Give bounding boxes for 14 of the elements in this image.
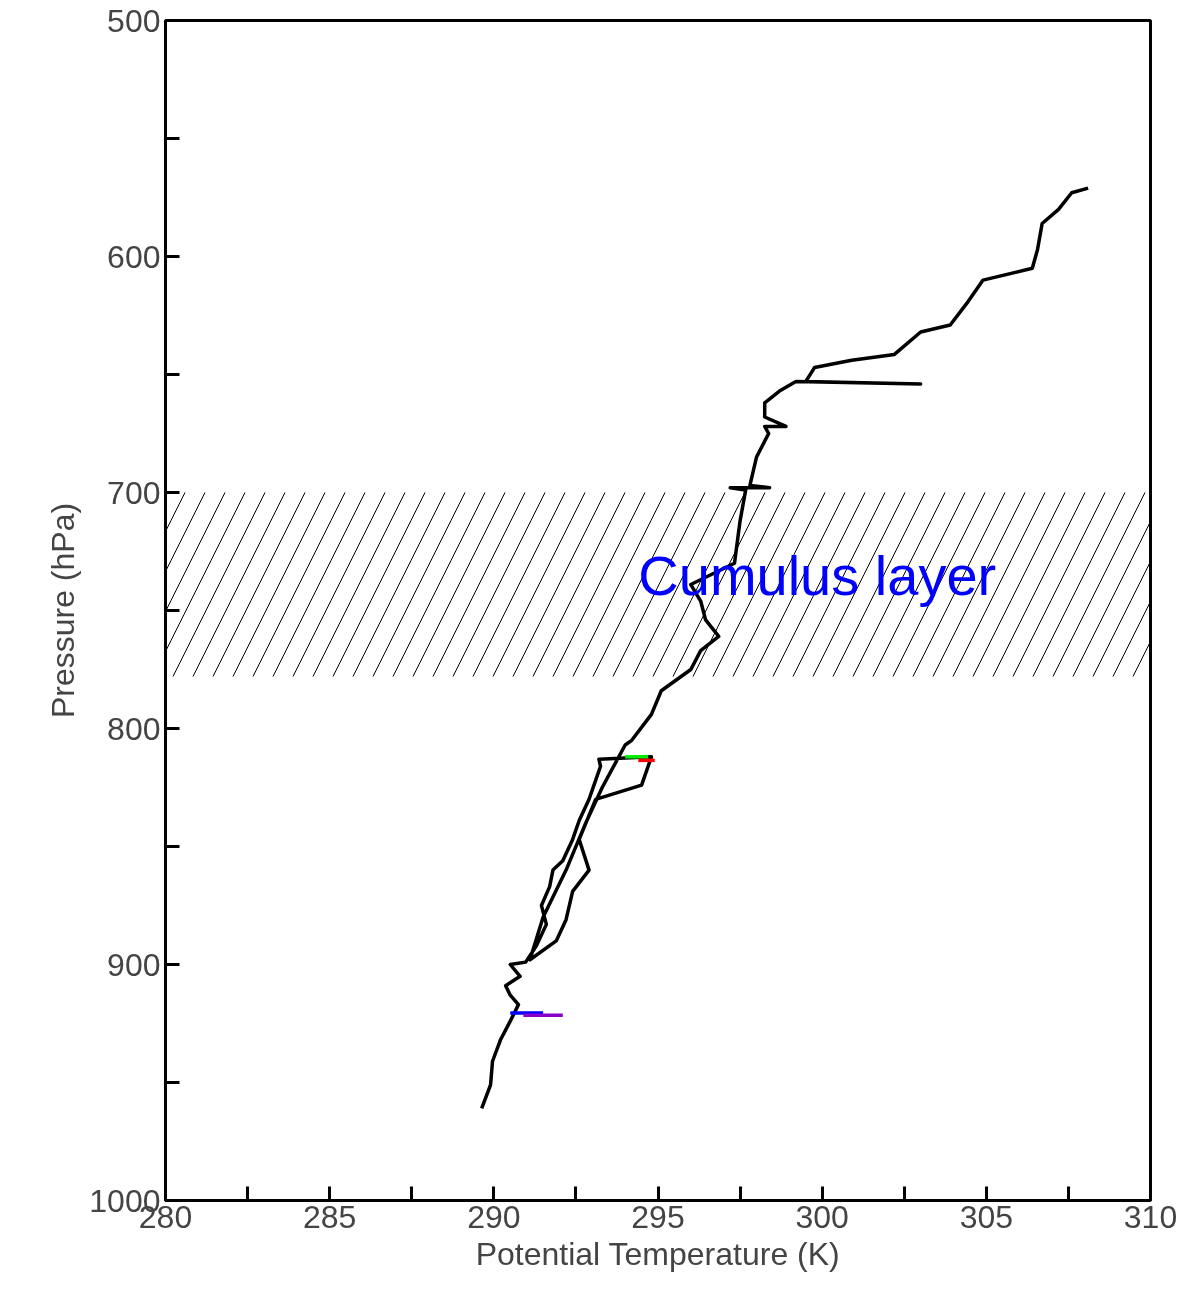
y-tick-label: 500 (107, 2, 161, 39)
y-tick-label: 700 (107, 474, 161, 511)
y-axis-title: Pressure (hPa) (45, 502, 82, 719)
x-tick-label: 285 (302, 1198, 357, 1235)
y-tick-label: 900 (107, 946, 161, 983)
line-series (479, 186, 1090, 1111)
y-tick-label: 600 (107, 238, 161, 275)
y-tick-label: 800 (107, 710, 161, 747)
x-tick-label: 300 (795, 1198, 849, 1235)
x-axis-title: Potential Temperature (K) (475, 1235, 840, 1272)
x-tick-label: 310 (1123, 1198, 1178, 1235)
x-tick-label: 305 (959, 1198, 1014, 1235)
x-tick-label: 295 (631, 1198, 685, 1235)
x-tick-label: 290 (467, 1198, 521, 1235)
